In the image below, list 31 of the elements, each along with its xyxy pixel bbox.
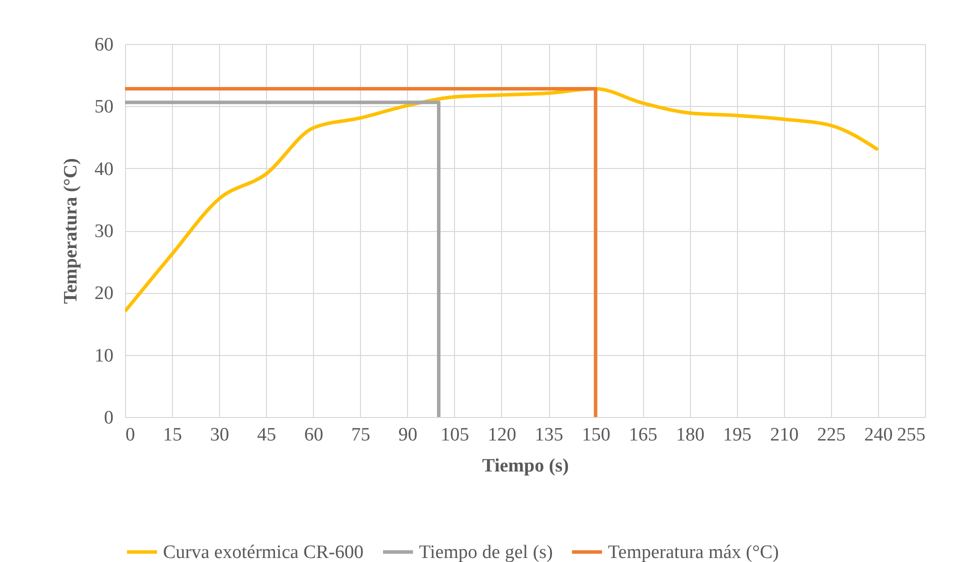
legend-label: Curva exotérmica CR-600 xyxy=(163,542,364,562)
x-tick-label: 180 xyxy=(676,424,704,446)
x-tick-label: 240 xyxy=(864,424,893,446)
x-tick-label: 75 xyxy=(351,424,370,446)
line-series xyxy=(125,87,880,314)
x-tick-label: 60 xyxy=(304,424,324,446)
x-tick-label: 0 xyxy=(126,424,135,446)
x-tick-label: 105 xyxy=(440,424,470,446)
x-tick-label: 150 xyxy=(582,424,610,446)
y-tick-label: 50 xyxy=(94,96,114,118)
x-tick-label: 120 xyxy=(488,424,516,446)
x-tick-label: 90 xyxy=(398,424,418,446)
y-tick-label: 40 xyxy=(94,158,114,180)
y-tick-label: 60 xyxy=(94,34,114,56)
x-tick-label: 210 xyxy=(770,424,799,446)
x-tick-label: 135 xyxy=(534,424,564,446)
x-tick-label: 255 xyxy=(897,424,926,446)
y-tick-label: 20 xyxy=(94,283,114,304)
x-axis-title: Tiempo (s) xyxy=(482,456,569,476)
x-tick-label: 30 xyxy=(210,424,230,446)
legend-label: Tiempo de gel (s) xyxy=(419,542,553,562)
x-tick-label: 15 xyxy=(163,424,182,446)
x-tick-label: 45 xyxy=(257,424,276,446)
y-axis-title: Temperatura (°C) xyxy=(60,158,82,304)
x-tick-label: 195 xyxy=(723,424,752,446)
y-tick-label: 10 xyxy=(94,345,114,366)
legend-label: Temperatura máx (°C) xyxy=(608,542,779,562)
y-tick-label: 30 xyxy=(94,221,114,242)
y-tick-label: 0 xyxy=(104,408,114,428)
x-tick-label: 225 xyxy=(817,424,846,446)
x-tick-label: 165 xyxy=(628,424,658,446)
